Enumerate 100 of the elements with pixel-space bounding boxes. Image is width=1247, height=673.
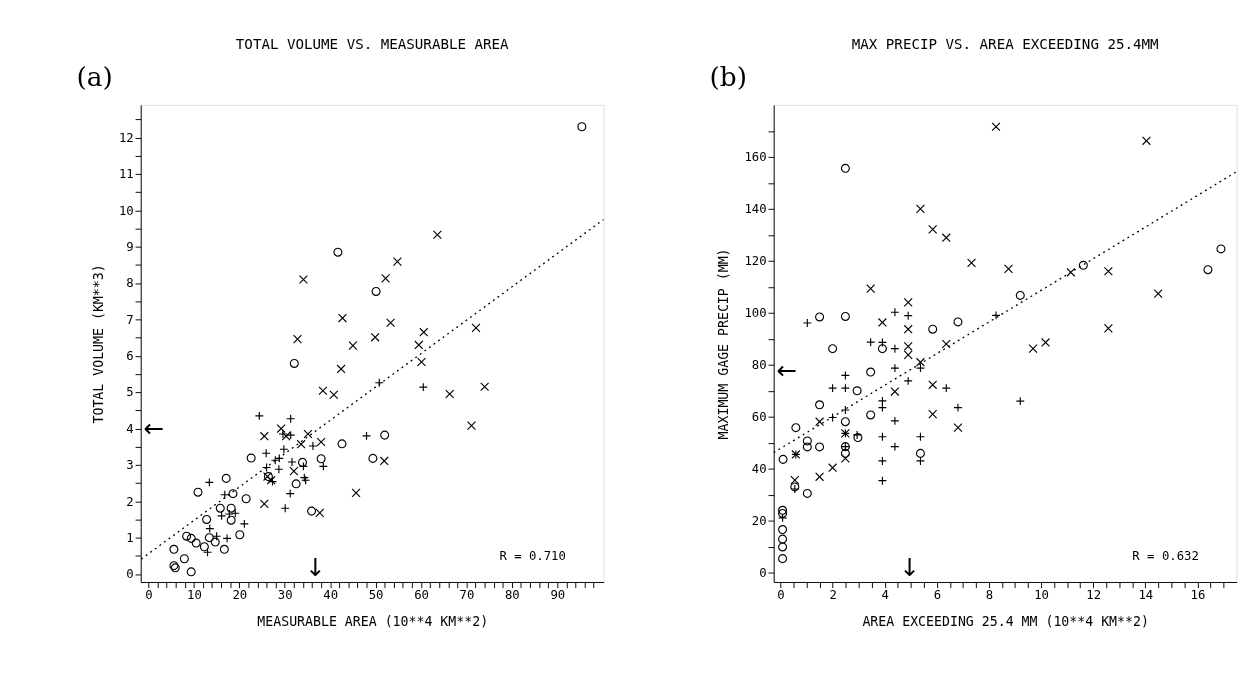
point bbox=[179, 554, 189, 564]
y-tick-label: 20 bbox=[751, 513, 767, 528]
point bbox=[368, 453, 378, 463]
point bbox=[333, 247, 343, 257]
x-tick-label: 6 bbox=[933, 588, 942, 603]
point bbox=[852, 386, 862, 396]
point bbox=[318, 386, 328, 396]
point bbox=[941, 233, 951, 243]
annotation: R = 0.710 bbox=[499, 549, 566, 564]
point bbox=[928, 224, 938, 234]
point bbox=[802, 436, 812, 446]
point bbox=[890, 307, 900, 317]
y-tick-label: 8 bbox=[126, 276, 134, 291]
point bbox=[815, 312, 825, 322]
x-tick-label: 90 bbox=[550, 588, 566, 603]
point bbox=[466, 421, 476, 431]
y-tick-label: 7 bbox=[126, 312, 134, 327]
point bbox=[298, 274, 308, 284]
point bbox=[336, 364, 346, 374]
point bbox=[1203, 265, 1213, 275]
point bbox=[274, 464, 284, 474]
chart-title: MAX PRECIP VS. AREA EXCEEDING 25.4MM bbox=[851, 36, 1159, 53]
point bbox=[953, 317, 963, 327]
point bbox=[991, 122, 1001, 132]
x-tick-label: 60 bbox=[414, 588, 429, 603]
point bbox=[903, 324, 913, 334]
point bbox=[329, 390, 339, 400]
point bbox=[371, 286, 381, 296]
y-tick-label: 10 bbox=[118, 203, 134, 218]
point bbox=[186, 533, 196, 543]
x-tick-label: 70 bbox=[459, 588, 475, 603]
point bbox=[337, 313, 347, 323]
point bbox=[890, 387, 900, 397]
point bbox=[370, 332, 380, 342]
point bbox=[419, 327, 429, 337]
point bbox=[928, 409, 938, 419]
point bbox=[953, 423, 963, 433]
point bbox=[432, 230, 442, 240]
point bbox=[790, 475, 800, 485]
point bbox=[828, 463, 838, 473]
point bbox=[169, 544, 179, 554]
y-tick-label: 6 bbox=[126, 349, 134, 364]
point bbox=[182, 531, 192, 541]
point bbox=[866, 284, 876, 294]
point bbox=[840, 311, 850, 321]
annotation: ↓ bbox=[899, 553, 921, 583]
point bbox=[1216, 244, 1226, 254]
point bbox=[903, 297, 913, 307]
point bbox=[828, 344, 838, 354]
y-tick-label: 4 bbox=[126, 421, 134, 436]
x-tick-label: 10 bbox=[1034, 588, 1049, 603]
point bbox=[815, 400, 825, 410]
y-tick-label: 5 bbox=[126, 385, 134, 400]
x-tick-label: 40 bbox=[323, 588, 339, 603]
y-tick-label: 160 bbox=[744, 150, 767, 165]
point bbox=[890, 442, 900, 452]
point bbox=[316, 454, 326, 464]
point bbox=[191, 538, 201, 548]
y-tick-label: 40 bbox=[751, 461, 767, 476]
point bbox=[235, 530, 245, 540]
point bbox=[414, 340, 424, 350]
point bbox=[296, 439, 306, 449]
point bbox=[815, 442, 825, 452]
annotation: R = 0.632 bbox=[1132, 549, 1199, 564]
y-tick-label: 1 bbox=[126, 530, 134, 545]
x-tick-label: 30 bbox=[277, 588, 293, 603]
point bbox=[1078, 260, 1088, 270]
x-axis-title: MEASURABLE AREA (10**4 KM**2) bbox=[257, 613, 489, 629]
point bbox=[802, 442, 812, 452]
y-tick-label: 60 bbox=[751, 410, 767, 424]
point bbox=[1153, 289, 1163, 299]
y-tick-label: 80 bbox=[751, 358, 767, 373]
y-tick-label: 12 bbox=[118, 130, 134, 145]
point bbox=[778, 554, 788, 564]
x-tick-label: 0 bbox=[777, 588, 785, 603]
point bbox=[840, 417, 850, 427]
point bbox=[221, 473, 231, 483]
point bbox=[261, 448, 271, 458]
y-tick-label: 3 bbox=[126, 458, 134, 473]
point bbox=[386, 318, 396, 328]
point bbox=[915, 204, 925, 214]
x-tick-label: 12 bbox=[1086, 588, 1102, 603]
point bbox=[815, 472, 825, 482]
point bbox=[1041, 337, 1051, 347]
point bbox=[802, 488, 812, 498]
y-axis-title: MAXIMUM GAGE PRECIP (MM) bbox=[716, 248, 732, 440]
chart-title: TOTAL VOLUME VS. MEASURABLE AREA bbox=[235, 36, 510, 53]
point bbox=[577, 122, 587, 132]
x-tick-label: 8 bbox=[985, 588, 994, 603]
point bbox=[471, 323, 481, 333]
point bbox=[1103, 266, 1113, 276]
point bbox=[337, 439, 347, 449]
point bbox=[289, 358, 299, 368]
point bbox=[915, 357, 925, 367]
point bbox=[219, 544, 229, 554]
x-tick-label: 80 bbox=[504, 588, 520, 603]
point bbox=[890, 344, 900, 354]
point bbox=[202, 514, 212, 524]
point bbox=[279, 444, 289, 454]
point bbox=[1028, 344, 1038, 354]
